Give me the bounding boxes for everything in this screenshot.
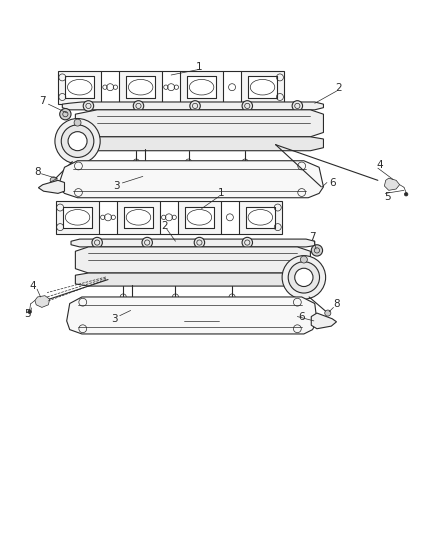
Bar [65, 76, 95, 98]
Bar [180, 71, 223, 103]
Bar [58, 71, 102, 103]
Bar [187, 76, 216, 98]
Text: 7: 7 [309, 232, 316, 243]
Circle shape [61, 125, 94, 157]
Bar [119, 71, 162, 103]
Polygon shape [385, 178, 399, 190]
Circle shape [242, 101, 253, 111]
Circle shape [311, 245, 322, 256]
Circle shape [55, 118, 100, 164]
Circle shape [404, 192, 408, 196]
Circle shape [92, 237, 102, 248]
Text: 6: 6 [298, 312, 305, 321]
Text: 1: 1 [218, 188, 225, 198]
Circle shape [295, 268, 313, 287]
Circle shape [288, 262, 320, 293]
Circle shape [28, 310, 32, 313]
Text: 1: 1 [196, 62, 203, 72]
Polygon shape [67, 297, 317, 334]
Text: 5: 5 [24, 309, 31, 319]
Polygon shape [71, 239, 315, 247]
Text: 2: 2 [336, 83, 342, 93]
Polygon shape [75, 137, 323, 151]
Circle shape [190, 101, 200, 111]
Bar [241, 71, 284, 103]
Bar [126, 76, 155, 98]
Circle shape [60, 109, 71, 120]
Text: 7: 7 [39, 96, 46, 106]
Circle shape [282, 256, 325, 299]
Circle shape [142, 237, 152, 248]
Polygon shape [311, 313, 336, 329]
Text: 2: 2 [161, 221, 168, 231]
Text: 8: 8 [333, 300, 340, 309]
Polygon shape [35, 296, 49, 308]
Circle shape [50, 177, 57, 184]
Bar [117, 201, 160, 233]
Polygon shape [58, 161, 323, 198]
Circle shape [300, 256, 307, 263]
Circle shape [194, 237, 205, 248]
Circle shape [133, 101, 144, 111]
Text: 3: 3 [113, 181, 120, 191]
Circle shape [83, 101, 94, 111]
Polygon shape [75, 273, 311, 286]
Text: 8: 8 [34, 167, 40, 176]
Bar [185, 207, 214, 228]
Polygon shape [62, 102, 323, 110]
Text: 5: 5 [385, 192, 391, 202]
Polygon shape [39, 180, 64, 193]
Polygon shape [75, 110, 323, 137]
Circle shape [325, 310, 331, 316]
Text: 6: 6 [329, 177, 336, 188]
Polygon shape [75, 247, 311, 273]
Text: 3: 3 [111, 314, 118, 324]
Bar [178, 201, 221, 233]
Bar [124, 207, 153, 228]
Circle shape [68, 132, 87, 151]
Bar [239, 201, 282, 233]
Text: 4: 4 [29, 281, 36, 291]
Circle shape [292, 101, 303, 111]
Bar [56, 201, 99, 233]
Bar [246, 207, 275, 228]
Circle shape [242, 237, 253, 248]
Bar [63, 207, 92, 228]
Text: 4: 4 [377, 160, 383, 170]
Circle shape [74, 119, 81, 126]
Bar [248, 76, 277, 98]
